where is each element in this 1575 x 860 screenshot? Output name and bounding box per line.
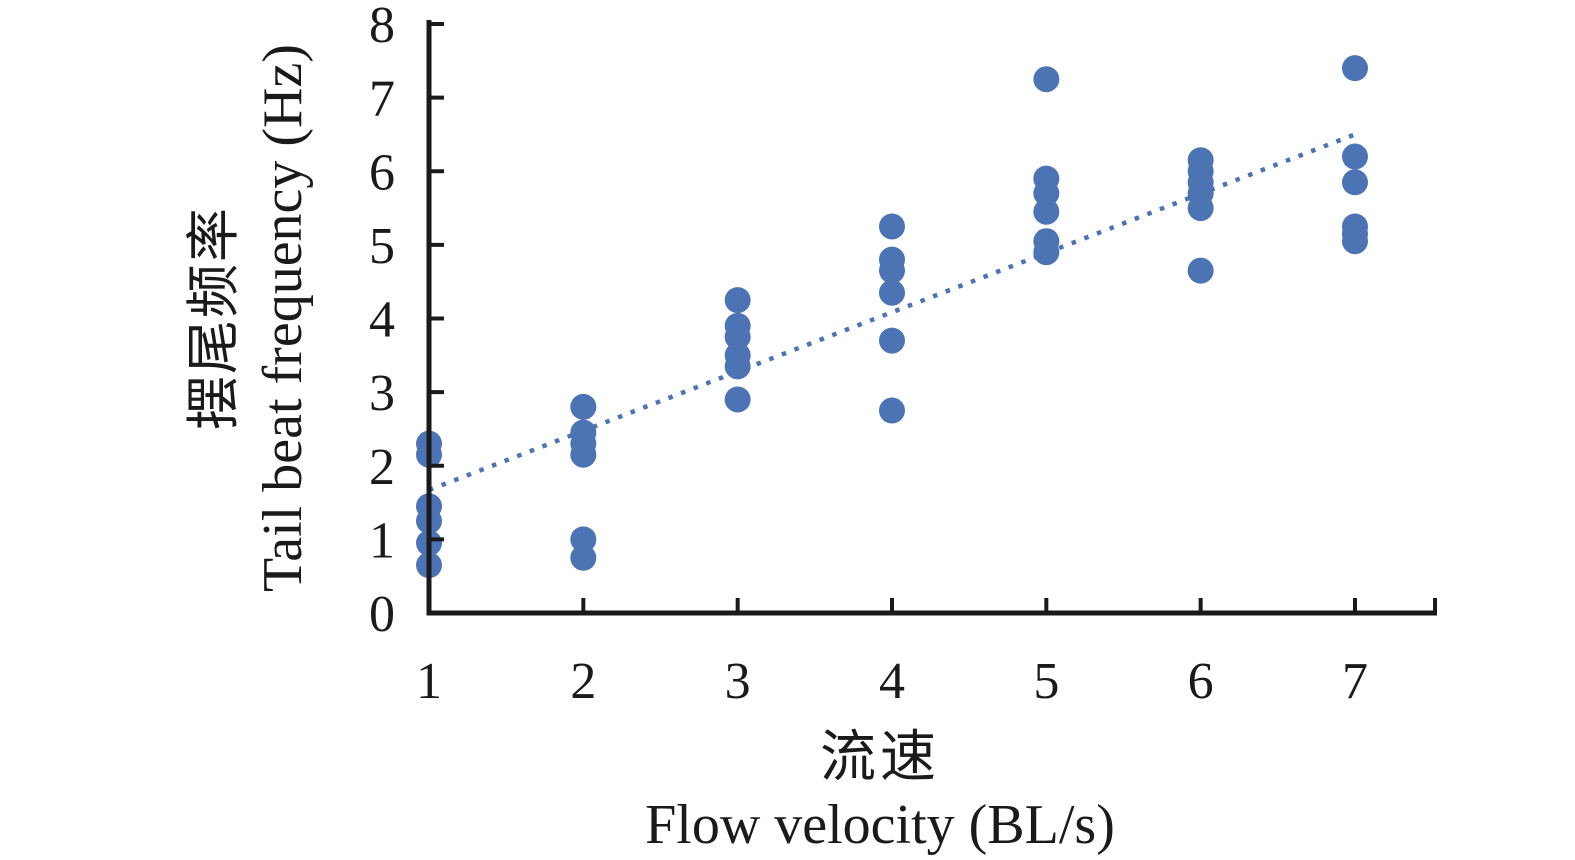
- y-axis-title-zh: 摆尾频率: [184, 206, 244, 430]
- data-point: [878, 327, 905, 354]
- data-point: [1187, 257, 1214, 284]
- y-tick-label: 2: [369, 439, 395, 496]
- data-point: [724, 353, 751, 380]
- data-point: [570, 441, 597, 468]
- data-point: [878, 213, 905, 240]
- y-axis-title-en: Tail beat frequency (Hz): [252, 44, 314, 592]
- data-point: [1033, 180, 1060, 207]
- y-tick-label: 4: [369, 292, 395, 349]
- y-tick-label: 8: [369, 0, 395, 54]
- data-point: [1187, 195, 1214, 222]
- data-point: [570, 393, 597, 420]
- y-tick-label: 6: [369, 144, 395, 201]
- data-point: [1341, 169, 1368, 196]
- y-tick-label: 5: [369, 218, 395, 275]
- data-point: [570, 544, 597, 571]
- x-axis-title: 流速 Flow velocity (BL/s): [420, 722, 1340, 856]
- x-tick-label: 4: [879, 653, 905, 710]
- x-tick-label: 1: [416, 653, 442, 710]
- x-axis-title-zh: 流速: [820, 727, 940, 789]
- x-tick-label: 6: [1188, 653, 1214, 710]
- data-point: [1033, 198, 1060, 225]
- y-tick-label: 0: [369, 586, 395, 643]
- data-point: [878, 257, 905, 284]
- data-point: [724, 323, 751, 350]
- data-point: [1341, 55, 1368, 82]
- trend-line: [428, 132, 1356, 493]
- data-point: [1033, 239, 1060, 266]
- y-tick-label: 1: [369, 512, 395, 569]
- x-tick-label: 2: [570, 653, 596, 710]
- y-axis-title: 摆尾频率 Tail beat frequency (Hz): [180, 0, 320, 673]
- x-tick-label: 3: [725, 653, 751, 710]
- x-tick-label: 5: [1033, 653, 1059, 710]
- data-point: [724, 386, 751, 413]
- y-tick-label: 3: [369, 365, 395, 422]
- x-tick-label: 7: [1342, 653, 1368, 710]
- data-point: [570, 526, 597, 553]
- data-point: [878, 397, 905, 424]
- data-point: [1341, 228, 1368, 255]
- data-point: [724, 287, 751, 314]
- data-point: [1341, 143, 1368, 170]
- data-point: [878, 279, 905, 306]
- data-point: [1033, 66, 1060, 93]
- y-tick-label: 7: [369, 71, 395, 128]
- x-axis-title-en: Flow velocity (BL/s): [645, 794, 1115, 856]
